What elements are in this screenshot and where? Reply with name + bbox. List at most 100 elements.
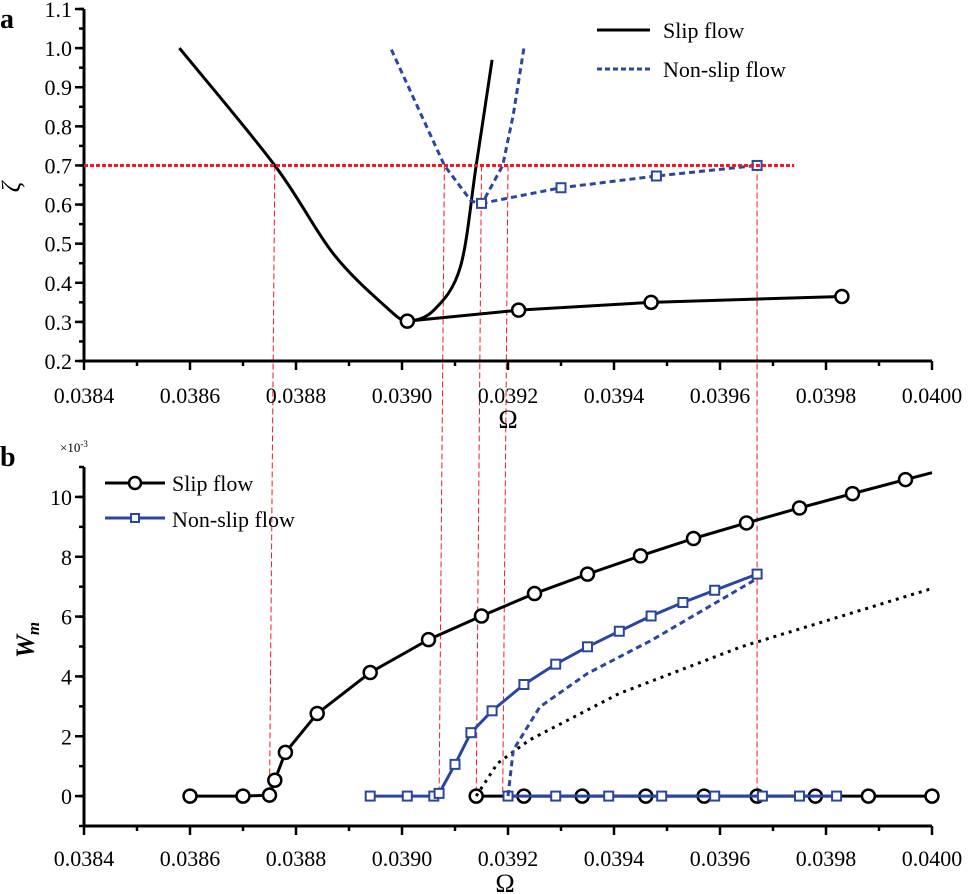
- y-multiplier: ×10-3: [60, 439, 88, 455]
- y-tick-label: 0.5: [45, 232, 73, 257]
- y-tick-label: 0.4: [45, 271, 73, 296]
- series-line-3: [481, 163, 758, 205]
- panel-a-label: a: [0, 4, 14, 35]
- data-point-square: [364, 790, 376, 802]
- data-point-circle: [844, 485, 861, 502]
- x-tick-label: 0.0388: [266, 846, 327, 871]
- y-tick-label: 0.3: [45, 310, 73, 335]
- y-tick-label: 1.1: [45, 0, 73, 22]
- x-tick-label: 0.0400: [902, 846, 963, 871]
- x-tick-label: 0.0386: [160, 383, 221, 408]
- data-point-square: [613, 625, 625, 637]
- x-tick-label: 0.0398: [796, 846, 857, 871]
- panel-b-y-axis-label: Wm: [11, 622, 43, 658]
- legend-slip-label: Slip flow: [663, 18, 744, 43]
- red-guide-lines: [269, 165, 758, 797]
- data-point-circle: [182, 788, 198, 804]
- panel-b: b ×10-3 Wm Ω Slip flow Non-slip flow 0.0…: [0, 439, 962, 894]
- y-tick-label: 2: [61, 724, 72, 749]
- x-tick-label: 0.0384: [54, 383, 115, 408]
- y-tick-label: 6: [61, 605, 72, 630]
- data-point-circle: [473, 608, 490, 624]
- data-point-square: [401, 790, 413, 802]
- data-point-circle: [897, 471, 914, 488]
- y-tick-label: 8: [61, 545, 72, 570]
- data-point-circle: [235, 788, 251, 804]
- y-tick-label: 0.2: [45, 349, 73, 374]
- x-tick-label: 0.0392: [478, 383, 539, 408]
- vertical-guide-line: [438, 165, 445, 797]
- data-point-square: [449, 758, 461, 770]
- x-tick-label: 0.0396: [690, 383, 751, 408]
- series-line-1: [407, 294, 842, 323]
- data-point-square: [550, 790, 562, 802]
- panel-a: a ζ Ω Slip flow Non-slip flow 0.0384 0.03…: [0, 0, 962, 434]
- series-line-2: [390, 47, 526, 207]
- x-tick-label: 0.0394: [584, 846, 645, 871]
- y-tick-label: 10: [50, 485, 72, 510]
- data-point-circle: [267, 772, 283, 788]
- data-point-square: [794, 790, 805, 802]
- x-tick-label: 0.0398: [796, 383, 857, 408]
- data-point-circle: [738, 515, 755, 531]
- x-tick-label: 0.0390: [372, 383, 433, 408]
- data-point-square: [518, 678, 530, 690]
- vertical-guide-line: [475, 165, 482, 797]
- vertical-guide-line: [269, 165, 276, 797]
- series-line-0: [178, 47, 494, 322]
- legend-nonslip-marker: [130, 513, 140, 523]
- x-tick-label: 0.0386: [160, 846, 221, 871]
- data-point-circle: [685, 530, 702, 547]
- data-point-circle: [643, 294, 659, 311]
- data-point-square: [709, 790, 721, 802]
- x-tick-label: 0.0384: [54, 846, 115, 871]
- legend-nonslip-label: Non-slip flow: [663, 57, 786, 82]
- data-point-circle: [420, 631, 437, 648]
- data-point-circle: [791, 500, 808, 516]
- data-point-square: [603, 790, 615, 802]
- y-tick-label: 0.8: [45, 114, 73, 139]
- data-point-square: [555, 182, 567, 194]
- data-point-square: [831, 790, 843, 802]
- y-tick-label: 0.6: [45, 193, 73, 218]
- x-tick-label: 0.0400: [902, 383, 963, 408]
- data-point-circle: [579, 566, 596, 582]
- panel-b-legend: Slip flow Non-slip flow: [105, 471, 295, 532]
- data-point-square: [465, 727, 477, 739]
- x-tick-label: 0.0396: [690, 846, 751, 871]
- data-point-square: [486, 705, 498, 717]
- data-point-square: [550, 658, 562, 670]
- data-point-circle: [924, 788, 940, 804]
- data-point-square: [656, 790, 668, 802]
- data-point-circle: [834, 288, 850, 305]
- panel-a-legend: Slip flow Non-slip flow: [597, 18, 786, 82]
- panel-b-x-axis-label: Ω: [495, 869, 514, 894]
- x-tick-label: 0.0392: [478, 846, 539, 871]
- data-point-circle: [362, 664, 378, 681]
- data-point-circle: [261, 787, 278, 803]
- series-line-0: [190, 471, 933, 798]
- data-point-circle: [632, 548, 649, 564]
- panel-a-y-axis-label: ζ: [0, 180, 26, 192]
- vertical-guide-line: [502, 165, 509, 797]
- data-point-circle: [277, 744, 294, 761]
- legend-slip-marker: [127, 475, 143, 491]
- data-point-circle: [399, 313, 416, 329]
- y-tick-label: 1.0: [45, 36, 73, 61]
- series-line-2: [474, 587, 933, 797]
- panel-a-x-axis-label: Ω: [498, 405, 517, 434]
- data-point-circle: [526, 585, 543, 602]
- data-point-square: [650, 170, 662, 182]
- series-line-3: [370, 572, 758, 798]
- data-point-circle: [510, 302, 527, 318]
- data-point-circle: [309, 705, 325, 722]
- y-tick-label: 0: [61, 784, 72, 809]
- data-point-square: [751, 568, 763, 580]
- data-point-circle: [860, 788, 877, 804]
- y-tick-label: 4: [61, 664, 72, 689]
- data-point-square: [582, 641, 593, 653]
- data-point-square: [433, 787, 445, 799]
- data-point-square: [756, 790, 768, 802]
- data-point-square: [645, 610, 657, 622]
